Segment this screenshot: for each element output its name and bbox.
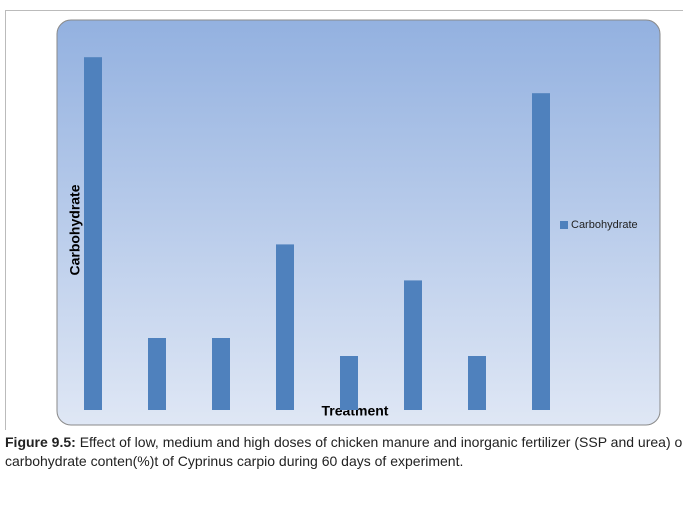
legend-label: Carbohydrate (571, 219, 638, 231)
y-axis-label: Carbohydrate (67, 184, 83, 275)
bar (340, 356, 358, 410)
caption-text: Effect of low, medium and high doses of … (5, 434, 683, 469)
bar (276, 244, 294, 410)
caption-label: Figure 9.5: (5, 434, 76, 450)
plot-area (56, 19, 661, 426)
bar (84, 57, 102, 410)
legend-swatch (560, 221, 568, 229)
bar (532, 93, 550, 410)
bar (212, 338, 230, 410)
bar (404, 280, 422, 410)
caption: Figure 9.5: Effect of low, medium and hi… (5, 433, 683, 471)
x-axis-label: Treatment (322, 403, 389, 419)
chart: Carbohydrate Treatment Carbohydrate (5, 10, 683, 430)
bar (468, 356, 486, 410)
bar (148, 338, 166, 410)
